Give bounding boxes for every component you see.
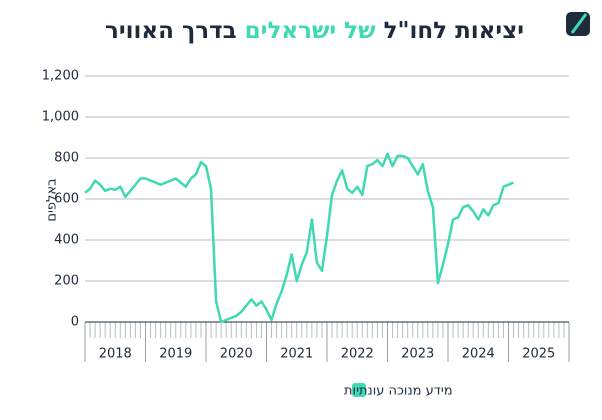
chart-title: יציאות לחו"ל של ישראלים בדרך האוויר — [105, 18, 524, 44]
y-tick-label: 1,000 — [42, 110, 79, 125]
legend-swatch — [352, 383, 366, 397]
y-tick-label: 600 — [54, 192, 79, 207]
title-part: בדרך האוויר — [105, 18, 237, 44]
data-line — [84, 152, 514, 324]
legend-label: מידע מנוכה עונתיות — [344, 384, 453, 399]
title-highlight: של ישראלים — [244, 18, 376, 44]
x-tick-label: 2024 — [462, 347, 495, 362]
y-tick-label: 0 — [71, 315, 79, 330]
x-tick-label: 2021 — [280, 347, 313, 362]
x-tick-label: 2018 — [99, 347, 132, 362]
x-tick-label: 2019 — [159, 347, 192, 362]
title-part: יציאות לחו"ל — [383, 18, 524, 44]
y-tick-label: 400 — [54, 233, 79, 248]
x-tick-label: 2025 — [522, 347, 555, 362]
y-tick-label: 200 — [54, 274, 79, 289]
x-tick-label: 2022 — [341, 347, 374, 362]
y-axis-label: באלפים — [45, 178, 60, 221]
y-tick-label: 800 — [54, 151, 79, 166]
x-tick-label: 2023 — [401, 347, 434, 362]
logo — [566, 12, 590, 36]
logo-slash — [570, 13, 588, 34]
x-tick-label: 2020 — [220, 347, 253, 362]
y-tick-label: 1,200 — [42, 69, 79, 84]
